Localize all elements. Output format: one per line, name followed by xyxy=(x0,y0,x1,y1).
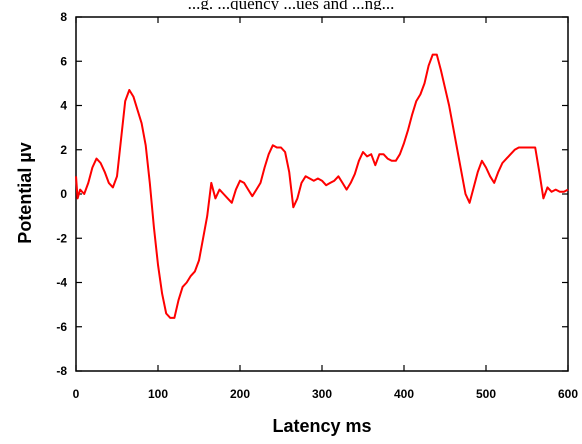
x-tick-label: 300 xyxy=(312,387,332,401)
y-tick-label: -2 xyxy=(56,231,67,245)
x-tick-label: 400 xyxy=(394,387,414,401)
y-tick-label: 6 xyxy=(60,54,67,68)
y-tick-label: -8 xyxy=(56,364,67,378)
x-tick-label: 200 xyxy=(230,387,250,401)
y-tick-label: 0 xyxy=(60,187,67,201)
x-tick-label: 500 xyxy=(476,387,496,401)
plot-frame xyxy=(75,16,569,372)
x-tick-label: 0 xyxy=(73,387,80,401)
y-tick-label: -4 xyxy=(56,276,67,290)
cropped-header-text: ...g. ...quency ...ues and ...ng... xyxy=(187,0,395,10)
y-axis-title: Potential µv xyxy=(15,142,35,243)
y-tick-label: 4 xyxy=(60,99,67,113)
y-tick-label: 2 xyxy=(60,143,67,157)
potential-series-line xyxy=(75,53,569,319)
x-axis-title: Latency ms xyxy=(272,416,371,436)
x-tick-label: 600 xyxy=(558,387,578,401)
y-tick-label: 8 xyxy=(60,10,67,24)
plot-area: 0 100 200 300 400 500 600 -8 -6 -4 -2 0 2 4 6 8 xyxy=(56,10,578,401)
x-tick-label: 100 xyxy=(148,387,168,401)
y-tick-label: -6 xyxy=(56,320,67,334)
